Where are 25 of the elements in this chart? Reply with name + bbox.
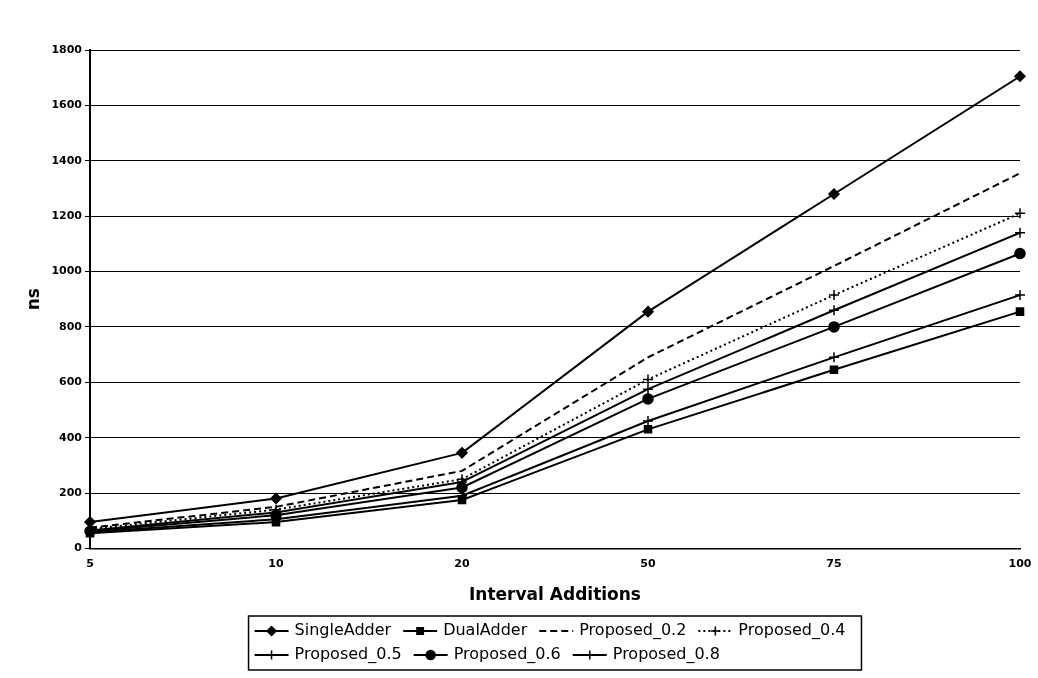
x-tick-label: 20: [454, 556, 471, 570]
legend-label: Proposed_0.8: [612, 644, 720, 665]
x-tick-label: 75: [826, 556, 842, 570]
legend-label: Proposed_0.4: [738, 620, 846, 641]
y-tick-label: 600: [59, 375, 83, 389]
y-tick-label: 200: [59, 485, 83, 499]
x-tick-label: 5: [86, 556, 94, 570]
y-tick-label: 1000: [51, 264, 83, 278]
x-tick-label: 50: [640, 556, 656, 570]
y-tick-label: 1200: [51, 208, 83, 222]
legend-label: DualAdder: [443, 620, 528, 640]
legend-label: SingleAdder: [294, 620, 392, 640]
y-axis-title: ns: [22, 288, 43, 311]
y-tick-label: 1800: [51, 42, 83, 56]
y-tick-label: 0: [74, 541, 83, 555]
y-tick-label: 1400: [51, 153, 83, 167]
x-tick-label: 10: [268, 556, 285, 570]
legend-label: Proposed_0.2: [579, 620, 687, 641]
legend-label: Proposed_0.6: [453, 644, 561, 665]
y-tick-label: 400: [59, 430, 83, 444]
x-tick-label: 100: [1008, 556, 1032, 570]
y-tick-label: 1600: [51, 98, 83, 112]
legend-label: Proposed_0.5: [294, 644, 402, 665]
y-tick-label: 800: [59, 319, 83, 333]
x-axis-title: Interval Additions: [469, 584, 641, 605]
